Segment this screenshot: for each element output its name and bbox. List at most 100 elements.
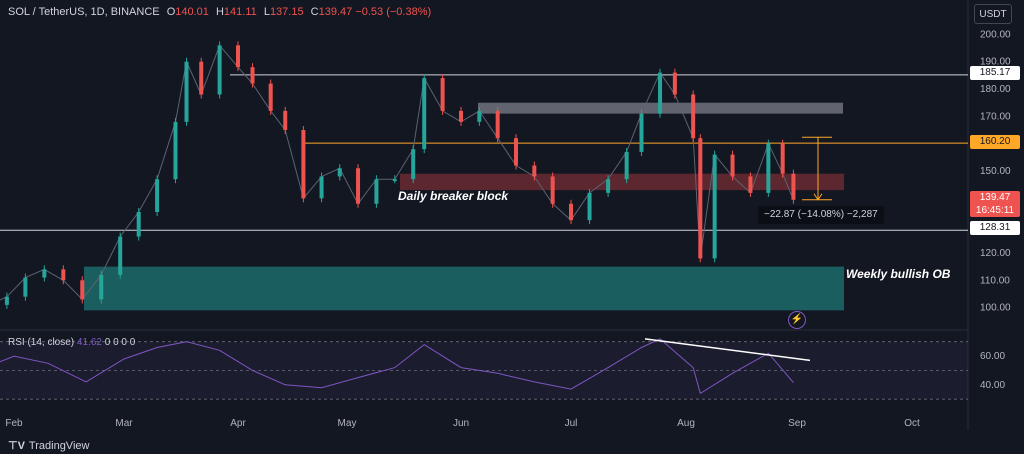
candle-body [184,61,189,122]
candle-body [550,176,555,204]
y-tick-label: 190.00 [980,57,1011,68]
candle-body [624,151,629,180]
x-tick-label: Sep [788,418,806,429]
candle-body [658,72,663,114]
candle-body [712,154,717,259]
low-value: 137.15 [269,6,304,18]
candle-body [698,138,703,259]
candle-body [236,45,240,68]
price-tag-128: 128.31 [970,221,1020,235]
candle-body [606,179,611,193]
candle-body [748,176,753,193]
rsi-label: RSI (14, close) [8,337,75,348]
rsi-line [0,338,794,395]
candle-body [422,78,427,150]
candle-body [319,176,324,199]
lightning-icon[interactable]: ⚡ [788,311,806,329]
candle-body [766,143,771,193]
price-tag-185: 185.17 [970,66,1020,80]
y-tick-label: 100.00 [980,303,1011,314]
chart-header: SOL / TetherUS, 1D, BINANCE O140.01 H141… [8,6,431,18]
rsi-extras: 0 0 0 0 [104,337,136,348]
tradingview-brand[interactable]: ⊤V TradingView [8,439,90,453]
high-label: H [215,6,224,18]
candle-body [217,45,222,95]
candle-body [569,203,573,221]
close-label: C [310,6,319,18]
candle-body [136,211,141,237]
close-value: 139.47 [318,6,353,18]
x-tick-label: Feb [5,418,23,429]
rsi-trendline [644,338,811,362]
last-price-tag: 139.47 16:45:11 [970,191,1020,217]
candle-body [301,130,306,199]
candle-body [780,143,785,174]
candle-body [514,138,518,166]
candle-body [672,72,677,95]
candle-body [42,269,47,278]
candle-body [80,280,85,300]
daily-breaker-annotation: Daily breaker block [398,189,509,203]
x-tick-label: Jun [453,418,469,429]
candle-body [118,236,123,275]
candle-body [374,179,379,204]
low-label: L [263,6,270,18]
candle-body [356,168,361,204]
candle-body [199,61,204,95]
x-tick-label: Apr [230,418,246,429]
currency-button[interactable]: USDT [974,4,1012,24]
candle-body [173,121,178,180]
open-value: 140.01 [175,6,209,18]
candle-body [4,296,9,305]
candle-body [268,83,273,111]
tradingview-logo-icon: ⊤V [8,440,25,452]
candle-body [411,149,416,180]
candle-body [691,94,696,139]
candle-body [477,110,482,122]
footer-bar [0,436,1024,454]
y-tick-label: 150.00 [980,166,1011,177]
y-tick-label: 110.00 [980,275,1010,286]
candle-body [23,277,28,297]
rsi-header: RSI (14, close) 41.62 0 0 0 0 [8,337,135,348]
open-label: O [166,6,176,18]
rsi-y-tick-label: 40.00 [980,380,1005,391]
candle-body [250,67,255,84]
candle-body [283,110,288,131]
candle-body [791,173,796,200]
brand-name: TradingView [28,439,90,452]
candle-body [155,179,160,212]
y-tick-label: 120.00 [980,248,1011,259]
candle-body [61,269,66,281]
candle-body [440,78,445,111]
rsi-y-tick-label: 60.00 [980,351,1005,362]
weekly-ob-annotation: Weekly bullish OB [846,267,951,281]
high-value: 141.11 [223,6,257,18]
measure-label: −22.87 (−14.08%) −2,287 [758,206,884,224]
candle-body [587,192,592,221]
candle-body [337,168,342,177]
y-tick-label: 180.00 [980,84,1011,95]
candle-body [730,154,735,177]
weekly-ob-zone [84,266,844,311]
x-tick-label: Aug [677,418,695,429]
y-tick-label: 200.00 [980,29,1011,40]
x-tick-label: Oct [904,418,920,429]
y-tick-label: 170.00 [980,111,1011,122]
symbol-label: SOL / TetherUS, 1D, BINANCE [8,6,160,18]
measure-arrow [813,193,823,201]
x-tick-label: Mar [115,418,133,429]
candle-body [459,110,463,122]
x-tick-label: Jul [565,418,578,429]
rsi-value: 41.62 [76,337,102,348]
candle-body [392,179,397,182]
candle-body [99,274,104,300]
candle-body [639,113,644,152]
countdown-value: 16:45:11 [975,205,1015,216]
daily-breaker-zone [400,173,844,191]
last-price-value: 139.47 [979,192,1011,203]
candle-body [532,165,537,177]
change-value: −0.53 (−0.38%) [355,6,432,18]
